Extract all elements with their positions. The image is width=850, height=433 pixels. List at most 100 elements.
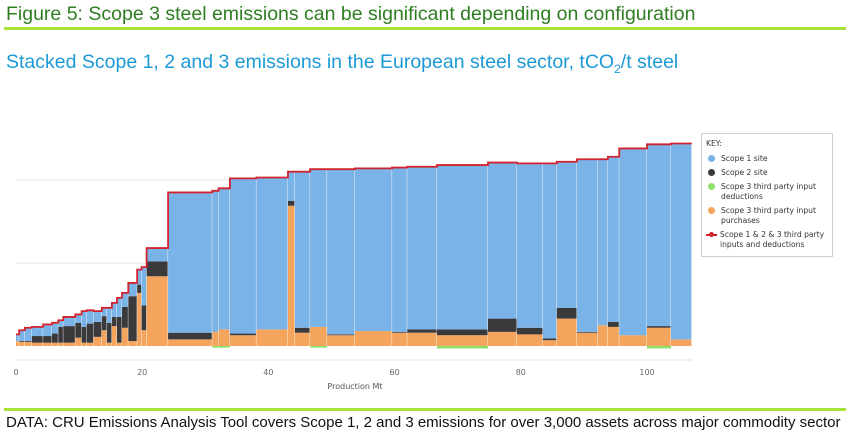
scope3-purchases-bar	[287, 205, 295, 346]
scope1-bar	[256, 177, 288, 330]
scope2-bar	[128, 296, 138, 342]
scope3-purchases-bar	[81, 342, 87, 346]
scope3-purchases-bar	[229, 335, 257, 346]
scope1-bar	[229, 178, 257, 334]
scope1-bar	[670, 143, 692, 340]
scope1-bar	[116, 297, 123, 317]
scope1-bar	[392, 167, 408, 332]
scope2-bar	[101, 316, 107, 331]
scope2-bar	[487, 318, 518, 332]
scope1-bar	[294, 171, 311, 328]
scope2-bar	[106, 322, 112, 343]
scope3-purchases-bar	[517, 334, 543, 346]
scope3-purchases-bar	[111, 326, 117, 346]
scope1-bar	[106, 307, 112, 323]
scope3-purchases-bar	[101, 330, 107, 346]
scope2-bar	[287, 200, 295, 206]
scope3-purchases-bar	[436, 335, 488, 346]
scope3-purchases-bar	[106, 342, 112, 346]
scope2-bar	[168, 332, 213, 340]
footer-divider	[4, 408, 846, 411]
scope3-purchases-bar	[670, 339, 692, 346]
scope1-bar	[137, 269, 142, 285]
scope3-purchases-dot-icon	[708, 207, 715, 214]
legend-label: Scope 1 & 2 & 3 third party inputs and d…	[720, 230, 825, 249]
scope1-bar	[141, 267, 147, 306]
x-tick-label: 80	[516, 368, 526, 377]
scope1-bar	[93, 311, 102, 322]
scope1-bar	[63, 316, 76, 327]
scope1-bar	[16, 334, 20, 342]
scope2-bar	[111, 316, 117, 327]
subtitle-subscript: 2	[614, 61, 621, 76]
x-tick-label: 0	[13, 368, 18, 377]
x-tick-label: 100	[639, 368, 654, 377]
total-emissions-line	[16, 142, 692, 336]
scope3-purchases-bar	[75, 337, 82, 346]
scope3-purchases-bar	[16, 341, 20, 346]
scope3-purchases-bar	[576, 332, 598, 346]
legend-label: Scope 3 third party input deductions	[721, 182, 816, 201]
scope1-bar	[43, 324, 52, 337]
scope3-purchases-bar	[141, 330, 147, 346]
scope2-bar	[141, 305, 147, 331]
x-tick-label: 60	[390, 368, 400, 377]
scope1-bar	[19, 330, 25, 342]
scope1-bar	[436, 165, 488, 330]
scope1-bar	[327, 169, 355, 335]
scope3-purchases-bar	[218, 329, 230, 346]
legend-label: Scope 3 third party input purchases	[721, 206, 816, 225]
scope3-purchases-bar	[86, 342, 94, 346]
subtitle-tail: /t steel	[620, 51, 679, 73]
scope1-bar	[58, 320, 64, 327]
x-axis-label: Production Mt	[327, 382, 382, 391]
scope2-bar	[327, 334, 355, 336]
bars	[16, 143, 693, 349]
scope3-purchases-bar	[93, 336, 102, 346]
title-divider	[4, 27, 846, 30]
scope3-purchases-bar	[137, 292, 142, 346]
scope3-purchases-bar	[354, 331, 393, 346]
scope2-bar	[556, 307, 577, 319]
x-axis-ticks: 0 20 40 60 80 100	[13, 368, 654, 377]
scope1-bar	[556, 161, 577, 308]
scope1-bar	[111, 302, 117, 317]
scope3-purchases-bar	[212, 331, 219, 346]
scope1-bar	[168, 192, 213, 333]
scope1-bar	[597, 159, 608, 326]
scope1-bar	[647, 144, 671, 327]
scope3-deductions-bar	[310, 346, 328, 348]
scope2-bar	[93, 321, 102, 337]
scope3-purchases-bar	[327, 335, 355, 346]
scope2-bar	[407, 329, 437, 333]
subtitle-main: Stacked Scope 1, 2 and 3 emissions in th…	[6, 51, 615, 73]
scope3-deductions-bar	[212, 346, 219, 348]
scope3-deductions-bar	[436, 346, 488, 349]
scope1-bar	[517, 163, 543, 328]
scope1-bar	[81, 311, 87, 327]
scope2-bar	[576, 331, 598, 333]
scope3-deductions-dot-icon	[708, 183, 715, 190]
scope2-bar	[43, 336, 52, 343]
scope3-purchases-bar	[392, 332, 408, 346]
scope2-bar	[31, 336, 44, 343]
scope3-purchases-bar	[542, 340, 557, 346]
scope1-bar	[31, 326, 44, 337]
legend-item-scope1: Scope 1 site	[706, 154, 828, 164]
scope1-bar	[576, 159, 598, 332]
scope2-bar	[86, 323, 94, 343]
scope1-bar	[487, 162, 518, 319]
scope3-purchases-bar	[24, 341, 32, 346]
legend-item-scope3-deductions: Scope 3 third party input deductions	[706, 182, 828, 202]
scope1-bar	[619, 148, 647, 336]
scope2-bar	[517, 327, 543, 335]
legend-label: Scope 2 site	[721, 168, 768, 177]
scope3-purchases-bar	[128, 341, 138, 346]
scope3-purchases-bar	[51, 342, 59, 346]
scope1-bar	[128, 282, 138, 297]
scope1-bar	[146, 248, 169, 262]
scope3-purchases-bar	[43, 342, 52, 346]
scope1-bar	[607, 156, 620, 322]
scope1-bar	[122, 292, 129, 307]
